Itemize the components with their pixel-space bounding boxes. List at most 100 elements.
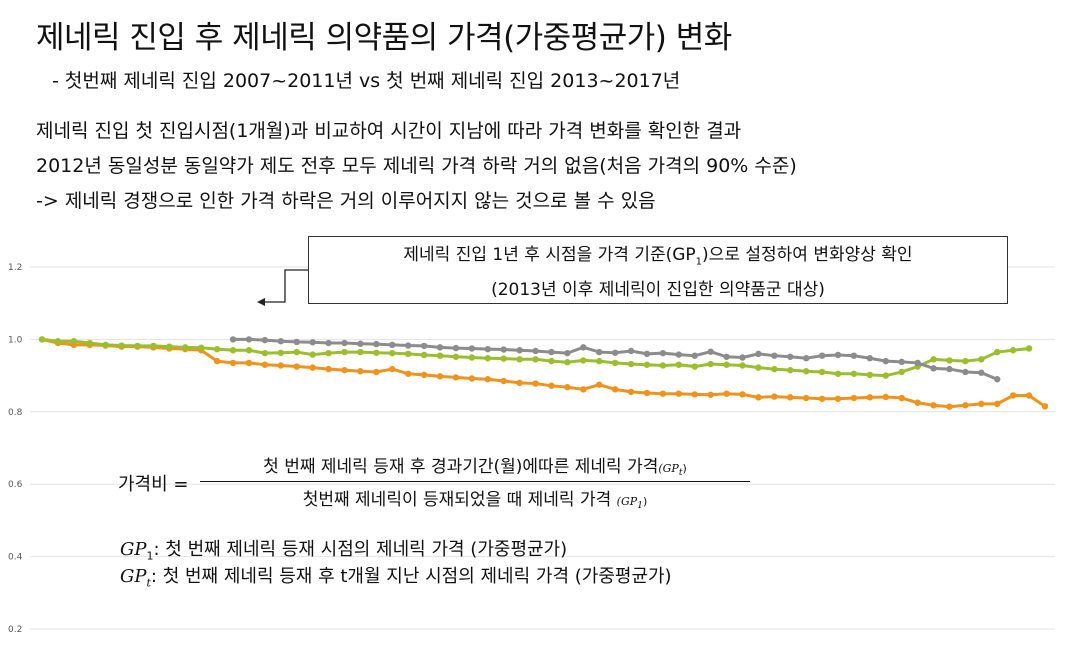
data-point (802, 368, 810, 375)
formula-numerator-sub-close: ) (682, 462, 687, 475)
data-point (548, 382, 555, 389)
data-point (166, 343, 173, 350)
definition-gp1-text: : 첫 번째 제네릭 등재 시점의 제네릭 가격 (가중평균가) (153, 539, 568, 560)
data-point (978, 400, 985, 408)
data-point (1025, 392, 1033, 399)
data-point (102, 341, 109, 349)
data-point (468, 354, 476, 361)
data-point (850, 370, 858, 377)
data-point (452, 344, 460, 352)
data-point (38, 336, 46, 343)
data-point (739, 354, 746, 361)
data-point (516, 356, 523, 363)
y-tick-label: 1.0 (8, 335, 23, 345)
data-point (771, 352, 778, 359)
data-point (978, 369, 985, 376)
data-point (548, 357, 555, 365)
formula-fraction: 첫 번째 제네릭 등재 후 경과기간(월)에따른 제네릭 가격(GPt) 첫번째… (200, 452, 750, 511)
data-point (834, 395, 842, 402)
data-point (850, 352, 858, 359)
data-point (277, 349, 285, 356)
data-point (691, 391, 698, 398)
callout-box: 제네릭 진입 1년 후 시점을 가격 기준(GP1)으로 설정하여 변화양상 확… (308, 236, 1008, 304)
data-point (516, 347, 523, 354)
definition-gp1-sub: 1 (146, 549, 154, 563)
chart-grid (30, 266, 1055, 630)
callout-arrow (257, 269, 308, 306)
callout-line-1: 제네릭 진입 1년 후 시점을 가격 기준(GP1)으로 설정하여 변화양상 확… (309, 241, 1007, 276)
data-point (771, 393, 778, 400)
callout-line-1-text-end: )으로 설정하여 변화양상 확인 (702, 245, 913, 265)
data-point (500, 346, 507, 353)
data-point (675, 361, 683, 368)
callout-line-1-sub: 1 (695, 256, 703, 268)
data-point (914, 399, 921, 406)
data-point (1025, 345, 1033, 352)
data-point (771, 365, 778, 373)
data-point (659, 390, 667, 397)
series-line-2 (233, 337, 998, 381)
data-point (930, 402, 937, 409)
data-point (627, 360, 635, 368)
data-point (802, 394, 810, 402)
formula-denominator-sub: (GP (616, 495, 638, 509)
y-tick-label: 1.2 (8, 263, 22, 273)
data-point (436, 373, 444, 380)
data-point (882, 393, 889, 401)
data-point (787, 366, 794, 374)
data-point (755, 350, 762, 358)
data-point (882, 372, 889, 379)
data-point (898, 394, 905, 402)
data-point (946, 403, 953, 410)
data-point (946, 357, 953, 364)
page-title: 제네릭 진입 후 제네릭 의약품의 가격(가중평균가) 변화 (36, 20, 732, 56)
data-point (420, 342, 428, 350)
callout-line-1-text: 제네릭 진입 1년 후 시점을 가격 기준(GP (403, 245, 696, 265)
data-point (898, 368, 905, 376)
formula-label: 가격비 = (118, 474, 189, 495)
formula-bar (200, 481, 750, 483)
data-point (914, 359, 921, 367)
data-point (723, 361, 730, 368)
data-point (118, 342, 125, 349)
data-point (532, 356, 539, 363)
data-point (978, 356, 985, 363)
data-point (1041, 403, 1049, 410)
data-point (962, 368, 969, 376)
data-point (229, 359, 237, 367)
data-point (500, 377, 507, 385)
data-point (357, 340, 364, 347)
formula-denominator: 첫번째 제네릭이 등재되었을 때 제네릭 가격 (GP1) (200, 482, 750, 511)
data-point (580, 357, 587, 364)
data-point (850, 394, 858, 402)
formula-numerator-sub: (GP (658, 462, 679, 475)
data-point (389, 341, 396, 349)
data-point (611, 349, 619, 356)
chart-series (38, 336, 1049, 410)
data-point (643, 361, 651, 368)
data-point (755, 394, 762, 401)
data-point (373, 349, 380, 356)
data-point (818, 395, 826, 402)
data-point (245, 347, 253, 354)
data-point (436, 352, 444, 359)
data-point (261, 361, 269, 368)
data-point (739, 391, 746, 398)
data-point (309, 364, 316, 371)
data-point (755, 364, 762, 371)
data-point (293, 338, 300, 346)
data-point (962, 402, 969, 409)
data-point (293, 363, 300, 370)
data-point (994, 348, 1001, 356)
data-point (675, 390, 683, 397)
callout-arrow-line (262, 269, 308, 303)
data-point (707, 348, 714, 355)
data-point (627, 388, 635, 396)
data-point (182, 344, 189, 351)
data-point (500, 355, 507, 362)
data-point (532, 380, 539, 387)
data-point (293, 348, 300, 356)
data-point (198, 344, 205, 351)
data-point (946, 365, 953, 373)
